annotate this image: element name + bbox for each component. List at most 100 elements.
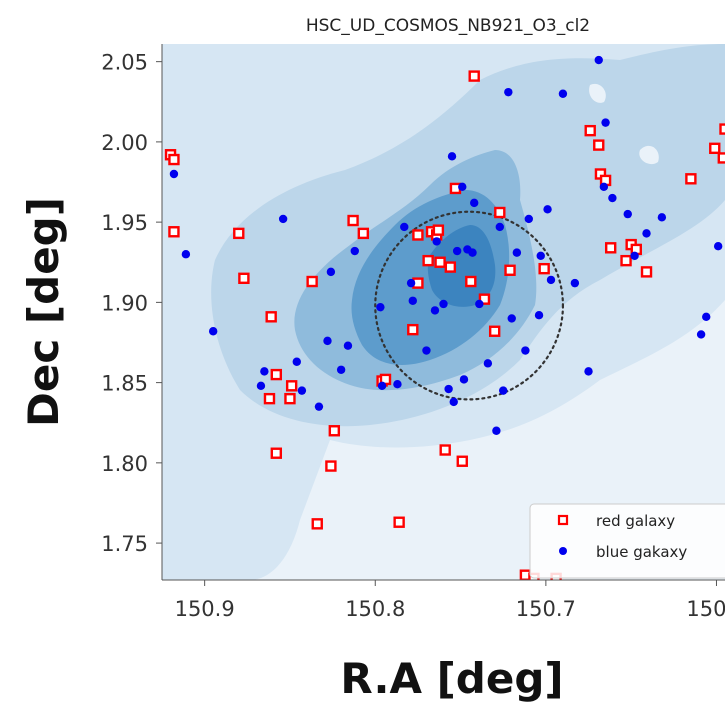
blue-galaxy-point <box>601 118 610 127</box>
blue-galaxy-point <box>422 346 431 355</box>
y-tick-label: 1.95 <box>101 211 148 235</box>
y-tick-label: 1.90 <box>101 291 148 315</box>
red-galaxy-point <box>432 224 445 236</box>
blue-galaxy-point <box>350 246 359 256</box>
red-galaxy-point <box>357 227 370 240</box>
blue-galaxy-point <box>608 193 617 203</box>
red-galaxy-point <box>407 323 419 336</box>
blue-galaxy-point <box>713 242 723 251</box>
red-galaxy-point <box>270 447 283 459</box>
red-galaxy-point <box>478 293 491 305</box>
y-tick-label: 2.05 <box>101 51 148 75</box>
y-tick-label: 1.80 <box>101 452 148 476</box>
red-galaxy-point <box>439 444 451 456</box>
blue-galaxy-point <box>408 296 417 305</box>
blue-galaxy-point <box>400 222 409 232</box>
blue-galaxy-point <box>504 87 513 97</box>
y-tick-label: 1.75 <box>101 532 148 556</box>
blue-galaxy-point <box>278 214 288 224</box>
blue-galaxy-point <box>452 246 462 256</box>
blue-galaxy-point <box>430 306 440 315</box>
x-tick-label: 150.8 <box>345 597 405 621</box>
blue-galaxy-point <box>260 367 269 376</box>
red-galaxy-point <box>347 214 359 227</box>
red-galaxy-point <box>620 254 632 267</box>
red-galaxy-point <box>168 226 180 238</box>
blue-galaxy-point <box>507 314 516 323</box>
red-galaxy-point <box>284 392 296 405</box>
legend-blue-marker <box>559 547 567 555</box>
contour-hole <box>589 83 606 103</box>
legend-red-label: red galaxy <box>596 512 675 530</box>
blue-galaxy-point <box>376 302 385 312</box>
blue-galaxy-point <box>323 336 332 346</box>
blue-galaxy-point <box>696 330 706 339</box>
red-galaxy-point <box>538 262 550 275</box>
blue-galaxy-point <box>492 426 501 435</box>
legend-blue-label: blue gakaxy <box>596 543 687 561</box>
red-galaxy-point <box>709 142 721 155</box>
red-galaxy-point <box>444 261 457 273</box>
y-axis-ticks: 1.75 1.80 1.85 1.90 1.95 2.00 2.05 <box>101 51 162 556</box>
plot-area <box>162 44 725 580</box>
blue-galaxy-point <box>292 357 301 366</box>
blue-galaxy-point <box>326 267 336 277</box>
blue-galaxy-point <box>343 341 353 350</box>
red-galaxy-point <box>604 242 617 254</box>
x-axis-label: R.A [deg] <box>340 654 563 703</box>
y-axis-label: Dec [deg] <box>19 197 68 427</box>
red-galaxy-point <box>640 266 653 278</box>
blue-galaxy-point <box>256 381 266 391</box>
blue-galaxy-point <box>393 380 402 389</box>
red-galaxy-point <box>504 264 516 276</box>
blue-galaxy-point <box>432 237 441 246</box>
blue-galaxy-point <box>512 248 522 257</box>
blue-galaxy-point <box>495 222 504 232</box>
blue-galaxy-point <box>543 205 552 214</box>
red-galaxy-point <box>393 516 405 528</box>
blue-galaxy-point <box>459 375 469 384</box>
red-galaxy-point <box>238 272 250 284</box>
red-galaxy-point <box>717 152 725 164</box>
y-tick-label: 1.85 <box>101 372 148 396</box>
blue-galaxy-points <box>169 55 723 435</box>
blue-galaxy-point <box>444 384 453 394</box>
x-tick-label: 150.6 <box>686 597 725 621</box>
cluster-circle-layer <box>374 210 565 401</box>
red-galaxy-point <box>168 153 180 166</box>
blue-galaxy-point <box>594 55 603 65</box>
blue-galaxy-point <box>584 367 593 376</box>
blue-galaxy-point <box>314 402 324 411</box>
blue-galaxy-point <box>449 397 458 407</box>
blue-galaxy-point <box>297 386 307 395</box>
blue-galaxy-point <box>208 327 218 336</box>
red-galaxy-point <box>233 227 245 240</box>
legend-red-marker <box>557 514 569 526</box>
red-galaxy-point <box>285 380 298 392</box>
red-galaxy-point <box>328 425 341 437</box>
x-axis-ticks: 150.9 150.8 150.7 150.6 <box>175 580 725 621</box>
blue-galaxy-point <box>570 278 580 288</box>
blue-galaxy-point <box>439 299 448 309</box>
contour-level-5 <box>427 225 496 307</box>
red-galaxy-point <box>468 70 480 82</box>
blue-galaxy-point <box>536 251 545 261</box>
red-galaxy-points <box>164 70 725 580</box>
blue-galaxy-point <box>169 169 179 179</box>
blue-galaxy-point <box>630 251 639 261</box>
red-galaxy-point <box>265 311 277 323</box>
blue-galaxy-point <box>475 299 484 309</box>
blue-galaxy-point <box>377 381 387 391</box>
red-galaxy-point <box>306 275 318 288</box>
red-galaxy-point <box>494 206 506 219</box>
blue-galaxy-point <box>558 89 568 98</box>
blue-galaxy-point <box>483 359 493 368</box>
red-galaxy-point <box>263 392 276 405</box>
cluster-circle <box>374 210 565 401</box>
blue-galaxy-point <box>336 365 346 374</box>
blue-galaxy-point <box>657 213 667 222</box>
red-galaxy-point <box>719 123 725 135</box>
x-tick-label: 150.7 <box>516 597 576 621</box>
red-galaxy-point <box>325 460 337 472</box>
